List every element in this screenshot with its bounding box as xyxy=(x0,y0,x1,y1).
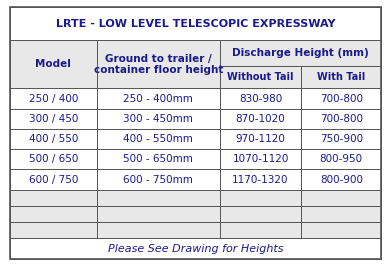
Bar xyxy=(97,89,220,109)
Bar xyxy=(10,89,97,109)
Text: 870-1020: 870-1020 xyxy=(236,114,285,124)
Bar xyxy=(220,40,381,66)
Text: 830-980: 830-980 xyxy=(239,94,282,103)
Bar xyxy=(220,89,301,109)
Bar xyxy=(220,190,301,206)
Text: 750-900: 750-900 xyxy=(320,134,363,144)
Bar xyxy=(10,238,381,259)
Text: 500 - 650mm: 500 - 650mm xyxy=(124,154,193,164)
Bar xyxy=(97,129,220,149)
Bar xyxy=(10,169,97,190)
Text: 1070-1120: 1070-1120 xyxy=(232,154,289,164)
Text: 400 / 550: 400 / 550 xyxy=(29,134,78,144)
Bar xyxy=(301,222,381,238)
Bar xyxy=(97,206,220,222)
Text: Without Tail: Without Tail xyxy=(227,72,294,82)
Text: 300 - 450mm: 300 - 450mm xyxy=(124,114,193,124)
Bar xyxy=(301,109,381,129)
Bar xyxy=(10,222,97,238)
Text: 400 - 550mm: 400 - 550mm xyxy=(124,134,193,144)
Bar xyxy=(220,206,301,222)
Bar xyxy=(97,109,220,129)
Bar xyxy=(220,222,301,238)
Text: 700-800: 700-800 xyxy=(320,114,363,124)
Bar xyxy=(220,109,301,129)
Text: 250 / 400: 250 / 400 xyxy=(29,94,78,103)
Text: 1170-1320: 1170-1320 xyxy=(232,174,289,185)
Text: 500 / 650: 500 / 650 xyxy=(29,154,78,164)
Text: 300 / 450: 300 / 450 xyxy=(29,114,78,124)
Text: 600 / 750: 600 / 750 xyxy=(29,174,78,185)
Text: Please See Drawing for Heights: Please See Drawing for Heights xyxy=(108,244,283,254)
Bar xyxy=(301,206,381,222)
Bar xyxy=(97,149,220,169)
Bar xyxy=(220,129,301,149)
Text: LRTE - LOW LEVEL TELESCOPIC EXPRESSWAY: LRTE - LOW LEVEL TELESCOPIC EXPRESSWAY xyxy=(56,19,335,28)
Bar xyxy=(301,169,381,190)
Bar xyxy=(220,66,301,89)
Text: 600 - 750mm: 600 - 750mm xyxy=(124,174,193,185)
Bar xyxy=(10,206,97,222)
Bar xyxy=(97,169,220,190)
Text: 250 - 400mm: 250 - 400mm xyxy=(124,94,193,103)
Bar xyxy=(301,149,381,169)
Bar xyxy=(10,40,97,89)
Text: 970-1120: 970-1120 xyxy=(235,134,285,144)
Bar xyxy=(10,129,97,149)
Bar xyxy=(301,190,381,206)
Text: Ground to trailer /
container floor height: Ground to trailer / container floor heig… xyxy=(94,54,223,75)
Text: With Tail: With Tail xyxy=(317,72,366,82)
Bar xyxy=(97,40,220,89)
Bar xyxy=(301,129,381,149)
Bar xyxy=(220,149,301,169)
Bar xyxy=(10,149,97,169)
Text: Discharge Height (mm): Discharge Height (mm) xyxy=(232,48,369,59)
Bar xyxy=(10,7,381,40)
Text: 700-800: 700-800 xyxy=(320,94,363,103)
Bar xyxy=(97,190,220,206)
Bar xyxy=(10,190,97,206)
Bar xyxy=(10,109,97,129)
Text: 800-950: 800-950 xyxy=(320,154,363,164)
Bar xyxy=(301,89,381,109)
Bar xyxy=(220,169,301,190)
Text: Model: Model xyxy=(36,59,72,69)
Bar xyxy=(301,66,381,89)
Text: 800-900: 800-900 xyxy=(320,174,363,185)
Bar xyxy=(97,222,220,238)
